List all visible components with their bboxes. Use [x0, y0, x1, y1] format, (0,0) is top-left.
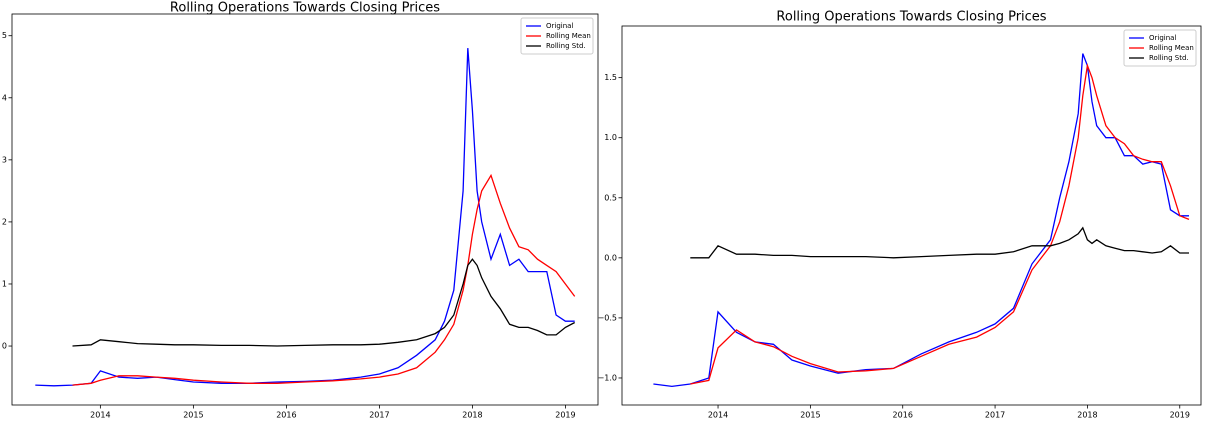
y-tick-label: −1.0 — [598, 373, 617, 382]
series-line — [72, 173, 576, 386]
legend-box — [1123, 29, 1197, 67]
legend-label: Original — [546, 22, 573, 30]
x-tick-label: 2017 — [985, 411, 1005, 420]
legend-label: Rolling Mean — [546, 32, 591, 40]
y-tick-label: 1.5 — [604, 73, 617, 82]
chart-title: Rolling Operations Towards Closing Price… — [170, 1, 440, 16]
x-tick-label: 2016 — [893, 411, 913, 420]
y-tick-label: 4 — [2, 93, 7, 102]
x-tick-label: 2017 — [369, 411, 389, 420]
x-tick-label: 2016 — [276, 411, 296, 420]
legend-label: Rolling Std. — [546, 42, 586, 50]
plot-area — [621, 25, 1202, 406]
legend-box — [520, 17, 594, 55]
x-tick-label: 2019 — [555, 411, 575, 420]
y-tick-label: 0.5 — [604, 193, 617, 202]
legend-label: Original — [1149, 34, 1176, 42]
x-tick-label: 2018 — [1077, 411, 1097, 420]
x-tick-label: 2018 — [462, 411, 482, 420]
x-tick-label: 2014 — [708, 411, 728, 420]
series-line — [690, 63, 1190, 385]
x-tick-label: 2015 — [183, 411, 203, 420]
x-tick-label: 2019 — [1170, 411, 1190, 420]
series-line — [35, 48, 575, 387]
series-line — [72, 258, 576, 347]
y-tick-label: 0.0 — [604, 253, 617, 262]
x-tick-label: 2015 — [800, 411, 820, 420]
y-tick-label: −0.5 — [598, 313, 617, 322]
plot-area — [11, 13, 599, 406]
y-tick-label: 5 — [2, 31, 7, 40]
y-tick-label: 2 — [2, 217, 7, 226]
y-tick-label: 1 — [2, 279, 7, 288]
x-tick-label: 2014 — [90, 411, 110, 420]
chart-title: Rolling Operations Towards Closing Price… — [776, 10, 1046, 25]
y-tick-label: 1.0 — [604, 133, 617, 142]
legend-label: Rolling Std. — [1149, 54, 1189, 62]
legend-label: Rolling Mean — [1149, 44, 1194, 52]
y-tick-label: 3 — [2, 155, 7, 164]
series-line — [653, 53, 1189, 388]
y-tick-label: 0 — [2, 342, 7, 351]
series-line — [690, 226, 1189, 259]
